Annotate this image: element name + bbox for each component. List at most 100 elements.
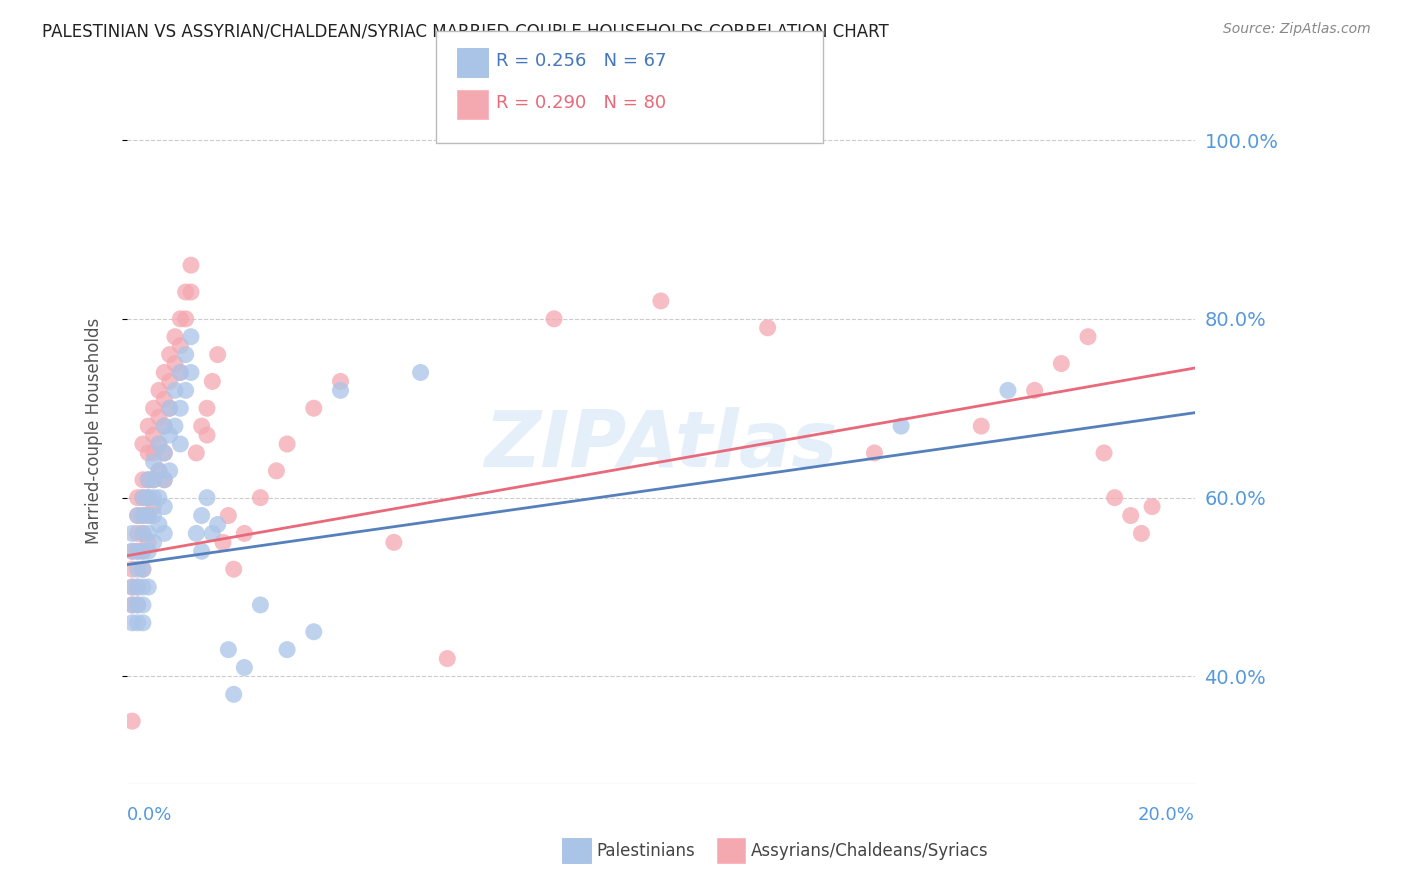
Point	[1092, 446, 1115, 460]
Point	[132, 437, 155, 451]
Point	[163, 357, 186, 371]
Point	[132, 562, 155, 576]
Point	[382, 535, 405, 549]
Point	[1024, 384, 1046, 398]
Point	[1104, 491, 1126, 505]
Text: Palestinians: Palestinians	[596, 842, 695, 860]
Point	[302, 401, 325, 416]
Point	[174, 285, 197, 299]
Point	[186, 446, 208, 460]
Point	[207, 348, 229, 362]
Point	[121, 714, 143, 728]
Point	[148, 464, 170, 478]
Point	[136, 544, 159, 558]
Point	[169, 366, 191, 380]
Point	[276, 437, 298, 451]
Point	[148, 464, 170, 478]
Point	[127, 491, 149, 505]
Point	[159, 348, 181, 362]
Point	[1130, 526, 1153, 541]
Point	[153, 500, 176, 514]
Point	[180, 329, 202, 343]
Point	[1119, 508, 1142, 523]
Point	[132, 526, 155, 541]
Point	[169, 339, 191, 353]
Point	[159, 401, 181, 416]
Point	[195, 491, 218, 505]
Point	[136, 526, 159, 541]
Point	[142, 500, 165, 514]
Point	[132, 615, 155, 630]
Point	[169, 401, 191, 416]
Point	[132, 562, 155, 576]
Text: 0.0%: 0.0%	[127, 806, 173, 824]
Point	[1077, 329, 1099, 343]
Point	[329, 384, 352, 398]
Point	[142, 508, 165, 523]
Point	[169, 311, 191, 326]
Point	[132, 544, 155, 558]
Point	[121, 598, 143, 612]
Point	[121, 580, 143, 594]
Point	[121, 580, 143, 594]
Point	[153, 419, 176, 434]
Point	[756, 320, 779, 334]
Point	[212, 535, 235, 549]
Point	[249, 491, 271, 505]
Point	[136, 508, 159, 523]
Point	[195, 401, 218, 416]
Point	[142, 535, 165, 549]
Point	[163, 329, 186, 343]
Point	[148, 410, 170, 425]
Point	[136, 508, 159, 523]
Point	[863, 446, 886, 460]
Point	[136, 446, 159, 460]
Point	[207, 517, 229, 532]
Point	[409, 366, 432, 380]
Point	[1140, 500, 1163, 514]
Point	[127, 598, 149, 612]
Point	[132, 526, 155, 541]
Point	[163, 384, 186, 398]
Point	[159, 464, 181, 478]
Point	[159, 428, 181, 442]
Text: 20.0%: 20.0%	[1137, 806, 1195, 824]
Point	[195, 428, 218, 442]
Point	[201, 526, 224, 541]
Point	[222, 562, 245, 576]
Point	[153, 446, 176, 460]
Text: PALESTINIAN VS ASSYRIAN/CHALDEAN/SYRIAC MARRIED-COUPLE HOUSEHOLDS CORRELATION CH: PALESTINIAN VS ASSYRIAN/CHALDEAN/SYRIAC …	[42, 22, 889, 40]
Point	[174, 348, 197, 362]
Point	[163, 419, 186, 434]
Point	[142, 473, 165, 487]
Point	[127, 580, 149, 594]
Point	[136, 473, 159, 487]
Point	[180, 258, 202, 272]
Point	[127, 508, 149, 523]
Point	[132, 491, 155, 505]
Point	[970, 419, 993, 434]
Point	[121, 562, 143, 576]
Point	[153, 473, 176, 487]
Point	[136, 491, 159, 505]
Text: R = 0.256   N = 67: R = 0.256 N = 67	[496, 52, 666, 70]
Point	[190, 419, 212, 434]
Point	[190, 544, 212, 558]
Point	[121, 615, 143, 630]
Point	[153, 366, 176, 380]
Point	[650, 293, 672, 308]
Point	[121, 544, 143, 558]
Point	[153, 392, 176, 407]
Point	[142, 401, 165, 416]
Point	[132, 544, 155, 558]
Point	[302, 624, 325, 639]
Point	[890, 419, 912, 434]
Point	[132, 473, 155, 487]
Point	[159, 375, 181, 389]
Point	[201, 375, 224, 389]
Point	[148, 437, 170, 451]
Point	[142, 455, 165, 469]
Point	[233, 526, 256, 541]
Point	[127, 598, 149, 612]
Point	[127, 544, 149, 558]
